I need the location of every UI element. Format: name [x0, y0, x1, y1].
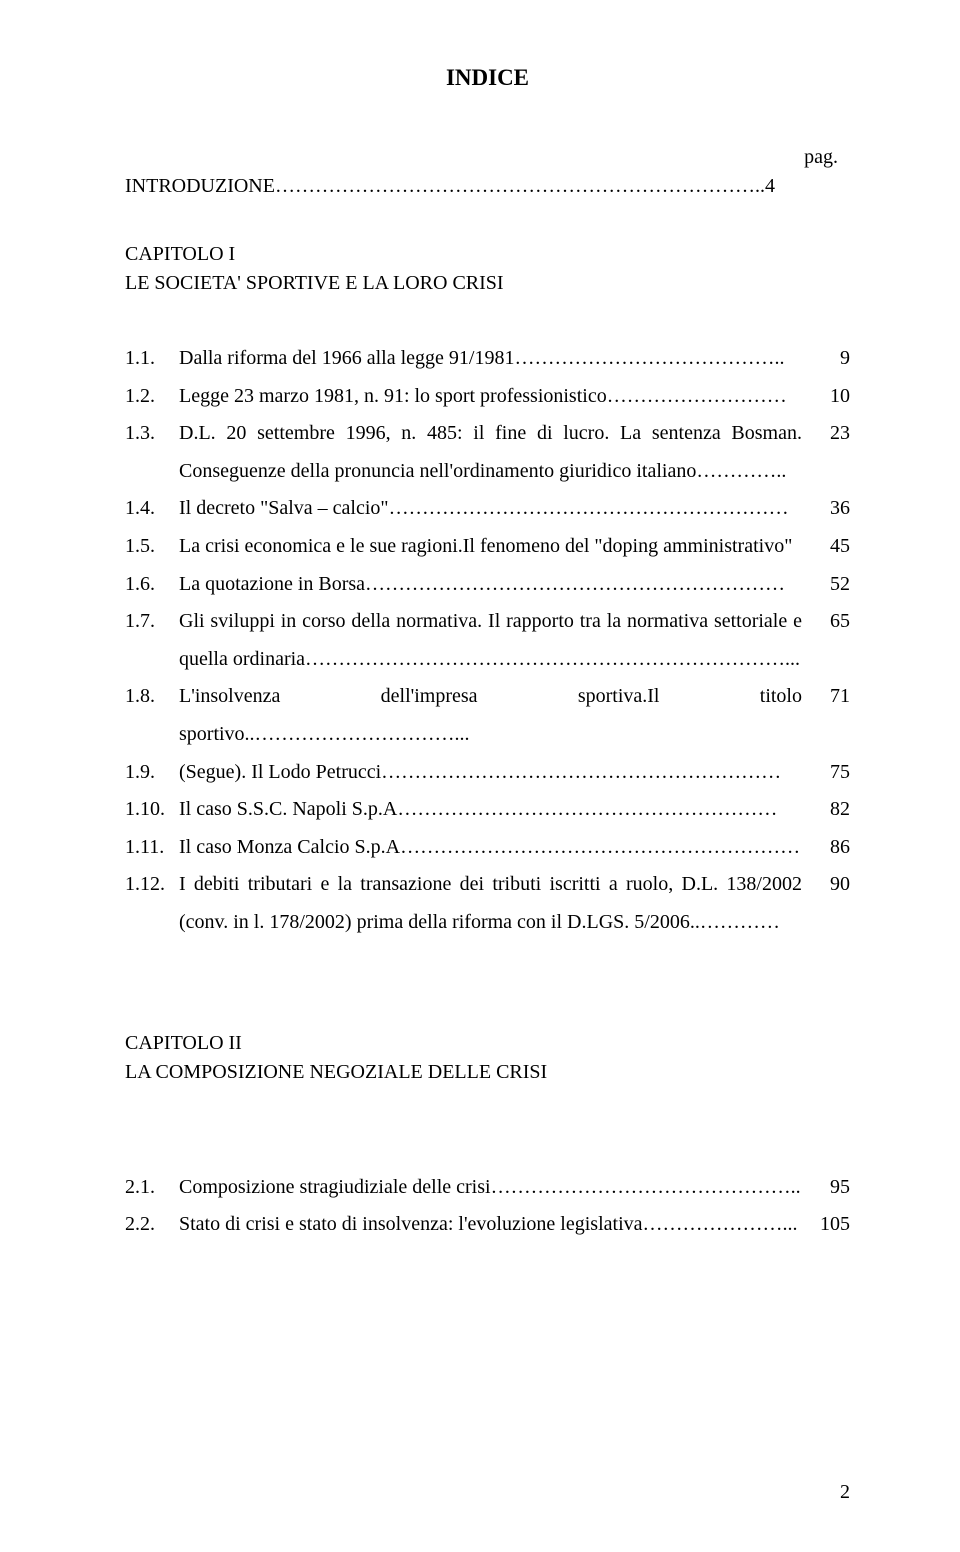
entry-page: 75: [810, 754, 850, 792]
entry-page: 45: [810, 528, 850, 566]
entry-text: Dalla riforma del 1966 alla legge 91/198…: [179, 340, 810, 378]
entry-text: D.L. 20 settembre 1996, n. 485: il fine …: [179, 415, 810, 490]
entry-number: 1.6.: [125, 566, 179, 604]
entry-text: Legge 23 marzo 1981, n. 91: lo sport pro…: [179, 378, 810, 416]
page-column-label: pag.: [125, 146, 850, 169]
toc-entry: 2.1. Composizione stragiudiziale delle c…: [125, 1169, 850, 1207]
page-number: 2: [840, 1481, 850, 1504]
entry-text: Gli sviluppi in corso della normativa. I…: [179, 603, 810, 678]
toc-entry: 1.7. Gli sviluppi in corso della normati…: [125, 603, 850, 678]
entry-text: I debiti tributari e la transazione dei …: [179, 866, 810, 941]
entry-page: 9: [810, 340, 850, 378]
entry-text: (Segue). Il Lodo Petrucci…………………………………………: [179, 754, 810, 792]
toc-entry: 1.6. La quotazione in Borsa……………………………………: [125, 566, 850, 604]
entry-text: Composizione stragiudiziale delle crisi……: [179, 1169, 810, 1207]
entry-text: La crisi economica e le sue ragioni.Il f…: [179, 528, 810, 566]
chapter-2-title: LA COMPOSIZIONE NEGOZIALE DELLE CRISI: [125, 1061, 850, 1084]
entry-text: L'insolvenza dell'impresa sportiva.Il ti…: [179, 678, 810, 753]
entry-page: 82: [810, 791, 850, 829]
entry-text: Il caso Monza Calcio S.p.A………………………………………: [179, 829, 810, 867]
chapter-1-header: CAPITOLO I: [125, 243, 850, 266]
toc-entry: 1.4. Il decreto "Salva – calcio"………………………: [125, 490, 850, 528]
entry-number: 2.2.: [125, 1206, 179, 1244]
entry-page: 10: [810, 378, 850, 416]
toc-chapter-1: 1.1. Dalla riforma del 1966 alla legge 9…: [125, 340, 850, 942]
entry-number: 1.1.: [125, 340, 179, 378]
page-title: INDICE: [125, 65, 850, 91]
entry-number: 1.3.: [125, 415, 179, 490]
entry-text: Il caso S.S.C. Napoli S.p.A……………………………………: [179, 791, 810, 829]
entry-page: 71: [810, 678, 850, 753]
toc-entry: 2.2. Stato di crisi e stato di insolvenz…: [125, 1206, 850, 1244]
entry-page: 95: [810, 1169, 850, 1207]
entry-text: Stato di crisi e stato di insolvenza: l'…: [179, 1206, 810, 1244]
toc-entry: 1.1. Dalla riforma del 1966 alla legge 9…: [125, 340, 850, 378]
entry-page: 52: [810, 566, 850, 604]
entry-number: 1.12.: [125, 866, 179, 941]
toc-entry: 1.5. La crisi economica e le sue ragioni…: [125, 528, 850, 566]
chapter-1-title: LE SOCIETA' SPORTIVE E LA LORO CRISI: [125, 272, 850, 295]
entry-page: 105: [810, 1206, 850, 1244]
entry-number: 1.9.: [125, 754, 179, 792]
toc-chapter-2: 2.1. Composizione stragiudiziale delle c…: [125, 1169, 850, 1244]
entry-page: 23: [810, 415, 850, 490]
toc-entry: 1.2. Legge 23 marzo 1981, n. 91: lo spor…: [125, 378, 850, 416]
entry-page: 90: [810, 866, 850, 941]
toc-entry: 1.9. (Segue). Il Lodo Petrucci……………………………: [125, 754, 850, 792]
entry-number: 1.5.: [125, 528, 179, 566]
toc-entry: 1.11. Il caso Monza Calcio S.p.A………………………: [125, 829, 850, 867]
toc-entry: 1.12. I debiti tributari e la transazion…: [125, 866, 850, 941]
entry-number: 1.11.: [125, 829, 179, 867]
entry-text: Il decreto "Salva – calcio"……………………………………: [179, 490, 810, 528]
entry-number: 1.10.: [125, 791, 179, 829]
toc-entry: 1.3. D.L. 20 settembre 1996, n. 485: il …: [125, 415, 850, 490]
entry-number: 1.2.: [125, 378, 179, 416]
entry-number: 1.8.: [125, 678, 179, 753]
entry-number: 1.7.: [125, 603, 179, 678]
toc-entry: 1.8. L'insolvenza dell'impresa sportiva.…: [125, 678, 850, 753]
chapter-2-header: CAPITOLO II: [125, 1032, 850, 1055]
entry-number: 2.1.: [125, 1169, 179, 1207]
entry-number: 1.4.: [125, 490, 179, 528]
intro-line: INTRODUZIONE………………………………………………………………..4: [125, 175, 850, 198]
toc-entry: 1.10. Il caso S.S.C. Napoli S.p.A……………………: [125, 791, 850, 829]
entry-page: 65: [810, 603, 850, 678]
entry-page: 86: [810, 829, 850, 867]
entry-text: La quotazione in Borsa…………………………………………………: [179, 566, 810, 604]
entry-page: 36: [810, 490, 850, 528]
